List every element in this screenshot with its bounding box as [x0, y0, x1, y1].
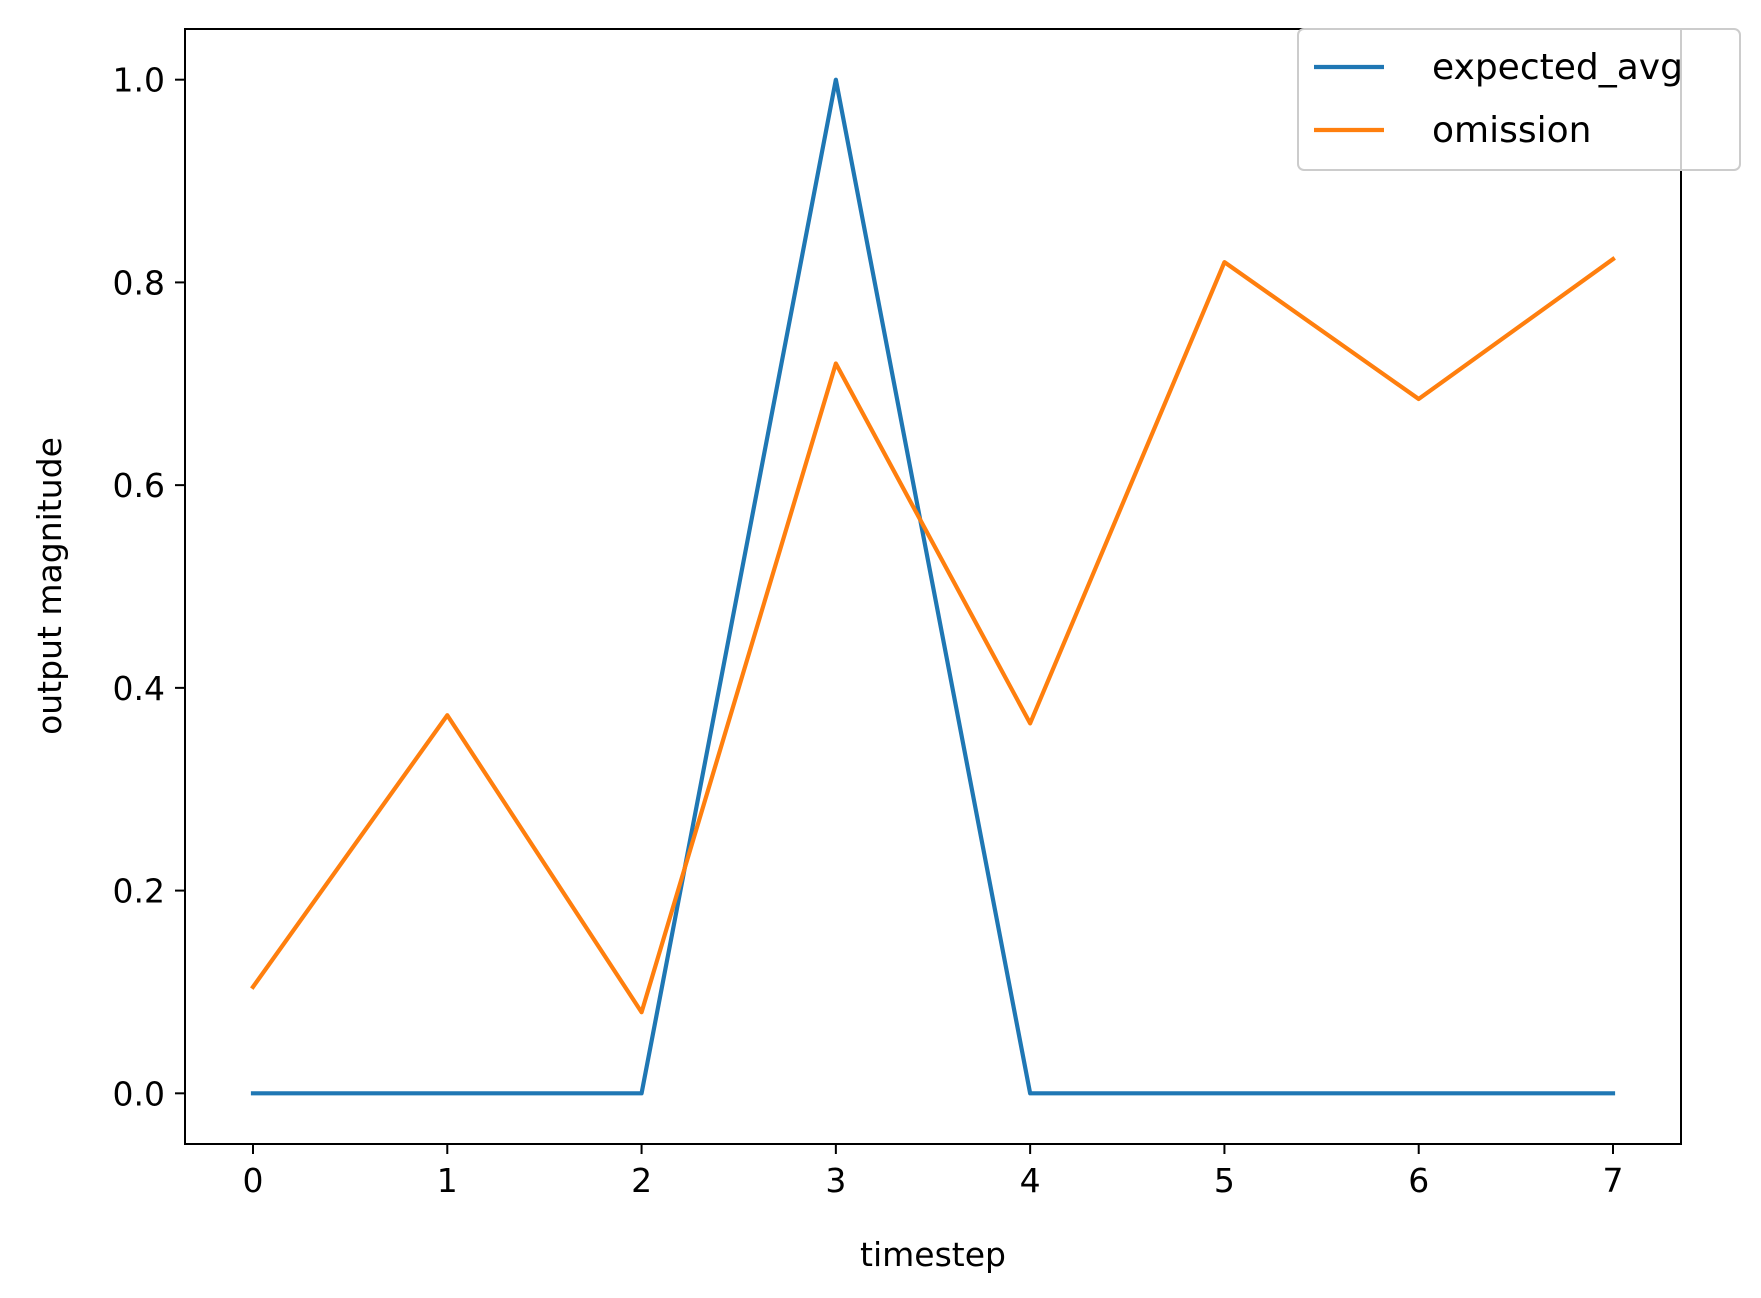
y-tick-label: 0.2 [113, 872, 165, 911]
y-axis-title: output magnitude [30, 437, 69, 735]
x-tick-label: 5 [1214, 1161, 1235, 1200]
legend-box [1297, 28, 1741, 171]
series-line-omission [250, 256, 1616, 1015]
x-tick-label: 1 [437, 1161, 458, 1200]
x-tick-label: 4 [1020, 1161, 1041, 1200]
legend-label-expected_avg: expected_avg [1432, 47, 1683, 88]
x-tick-label: 3 [825, 1161, 846, 1200]
y-axis-ticks: 0.0 0.2 0.4 0.6 0.8 1.0 [113, 61, 185, 1113]
y-tick-label: 0.6 [113, 466, 165, 505]
series-layer [250, 77, 1616, 1096]
series-line-expected_avg [250, 77, 1616, 1096]
y-tick-label: 1.0 [113, 61, 165, 100]
x-tick-label: 6 [1408, 1161, 1429, 1200]
y-tick-label: 0.0 [113, 1074, 165, 1113]
x-tick-label: 2 [631, 1161, 652, 1200]
y-tick-label: 0.4 [113, 669, 165, 708]
legend-label-omission: omission [1432, 110, 1591, 151]
x-tick-label: 7 [1603, 1161, 1624, 1200]
x-axis-ticks: 0 1 2 3 4 5 6 7 [243, 1144, 1624, 1200]
plot-frame [184, 28, 1682, 1145]
y-tick-label: 0.8 [113, 263, 165, 302]
x-tick-label: 0 [243, 1161, 264, 1200]
x-axis-title: timestep [860, 1235, 1006, 1274]
legend: expected_avg omission [1297, 28, 1741, 171]
